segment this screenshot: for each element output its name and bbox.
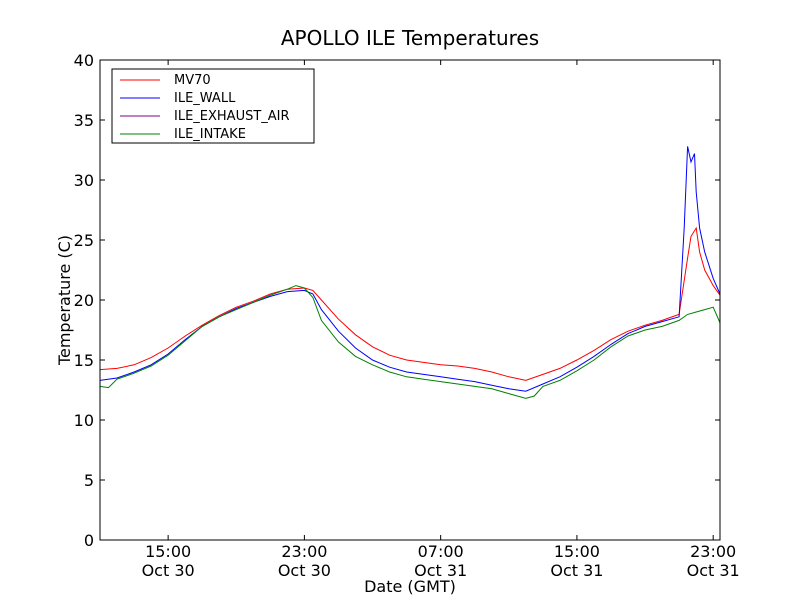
y-tick-label: 15 (74, 351, 94, 370)
x-axis-label: Date (GMT) (364, 577, 456, 596)
chart-title: APOLLO ILE Temperatures (281, 26, 539, 50)
series-line-ile-intake (100, 285, 720, 399)
y-tick-label: 40 (74, 51, 94, 70)
y-tick-label: 20 (74, 291, 94, 310)
legend-label: ILE_EXHAUST_AIR (174, 109, 290, 124)
x-tick-time-label: 15:00 (554, 542, 600, 561)
series-layer (100, 146, 720, 399)
x-tick-date-label: Oct 31 (550, 561, 603, 580)
legend-label: ILE_WALL (174, 91, 236, 106)
y-axis: 0 5 10 15 20 25 30 35 40 (74, 51, 720, 550)
y-axis-label: Temperature (C) (55, 235, 74, 366)
legend-label: MV70 (174, 73, 211, 88)
x-tick-date-label: Oct 31 (687, 561, 740, 580)
x-tick-date-label: Oct 30 (142, 561, 195, 580)
legend: MV70 ILE_WALL ILE_EXHAUST_AIR ILE_INTAKE (111, 68, 315, 144)
legend-box (111, 68, 315, 144)
y-tick-label: 10 (74, 411, 94, 430)
series-line-mv70 (100, 226, 720, 381)
y-tick-label: 30 (74, 171, 94, 190)
x-tick-date-label: Oct 30 (278, 561, 331, 580)
x-tick-time-label: 07:00 (418, 542, 464, 561)
x-tick-time-label: 15:00 (145, 542, 191, 561)
x-tick-time-label: 23:00 (281, 542, 327, 561)
x-tick-time-label: 23:00 (690, 542, 736, 561)
y-tick-label: 0 (84, 531, 94, 550)
y-tick-label: 35 (74, 111, 94, 130)
x-tick-date-label: Oct 31 (414, 561, 467, 580)
y-tick-label: 25 (74, 231, 94, 250)
y-tick-label: 5 (84, 471, 94, 490)
series-line-ile-wall (100, 146, 720, 392)
legend-label: ILE_INTAKE (174, 127, 246, 142)
